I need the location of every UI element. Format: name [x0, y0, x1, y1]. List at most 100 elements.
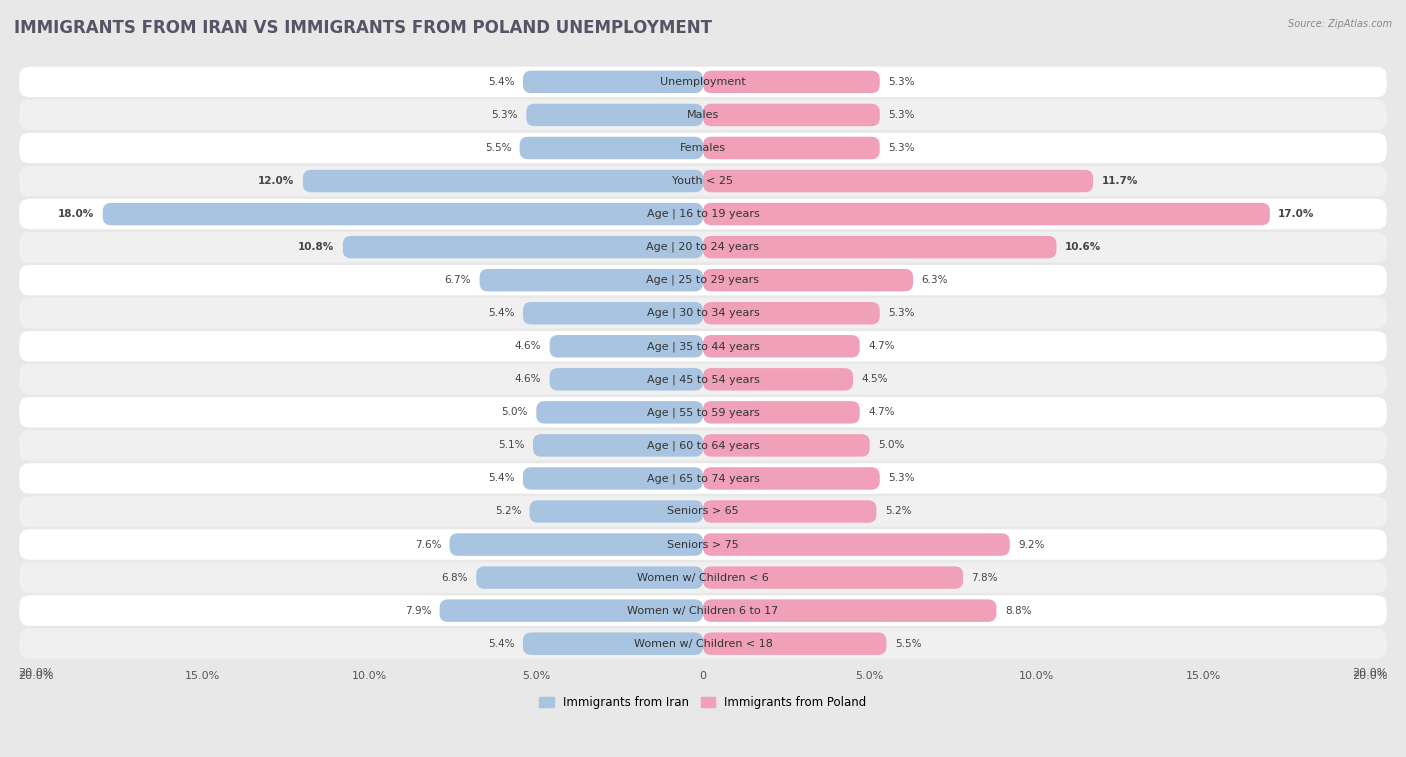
Text: Women w/ Children 6 to 17: Women w/ Children 6 to 17: [627, 606, 779, 615]
Text: 10.8%: 10.8%: [298, 242, 335, 252]
Text: 12.0%: 12.0%: [259, 176, 294, 186]
FancyBboxPatch shape: [703, 104, 880, 126]
FancyBboxPatch shape: [703, 600, 997, 621]
FancyBboxPatch shape: [20, 529, 1386, 559]
Text: 5.5%: 5.5%: [894, 639, 921, 649]
FancyBboxPatch shape: [20, 132, 1386, 164]
FancyBboxPatch shape: [703, 534, 1010, 556]
FancyBboxPatch shape: [20, 199, 1386, 229]
Text: 4.6%: 4.6%: [515, 374, 541, 385]
Text: 20.0%: 20.0%: [1353, 668, 1388, 678]
Text: 5.3%: 5.3%: [889, 473, 914, 484]
Text: 6.7%: 6.7%: [444, 276, 471, 285]
FancyBboxPatch shape: [20, 232, 1386, 263]
FancyBboxPatch shape: [550, 335, 703, 357]
Text: Age | 55 to 59 years: Age | 55 to 59 years: [647, 407, 759, 418]
Text: IMMIGRANTS FROM IRAN VS IMMIGRANTS FROM POLAND UNEMPLOYMENT: IMMIGRANTS FROM IRAN VS IMMIGRANTS FROM …: [14, 19, 711, 37]
FancyBboxPatch shape: [536, 401, 703, 424]
Text: 5.3%: 5.3%: [889, 308, 914, 318]
FancyBboxPatch shape: [523, 302, 703, 325]
FancyBboxPatch shape: [703, 500, 876, 523]
Text: Age | 65 to 74 years: Age | 65 to 74 years: [647, 473, 759, 484]
Text: 5.4%: 5.4%: [488, 639, 515, 649]
Text: 9.2%: 9.2%: [1018, 540, 1045, 550]
Text: 5.3%: 5.3%: [889, 110, 914, 120]
Text: 7.8%: 7.8%: [972, 572, 998, 583]
Text: Age | 35 to 44 years: Age | 35 to 44 years: [647, 341, 759, 351]
FancyBboxPatch shape: [20, 100, 1386, 130]
FancyBboxPatch shape: [703, 467, 880, 490]
Text: Age | 25 to 29 years: Age | 25 to 29 years: [647, 275, 759, 285]
FancyBboxPatch shape: [20, 596, 1386, 626]
FancyBboxPatch shape: [523, 467, 703, 490]
FancyBboxPatch shape: [302, 170, 703, 192]
Text: Males: Males: [688, 110, 718, 120]
FancyBboxPatch shape: [20, 298, 1386, 329]
FancyBboxPatch shape: [20, 265, 1386, 295]
FancyBboxPatch shape: [703, 401, 859, 424]
Text: 5.0%: 5.0%: [502, 407, 527, 417]
Text: 7.9%: 7.9%: [405, 606, 432, 615]
FancyBboxPatch shape: [520, 137, 703, 159]
Text: Age | 30 to 34 years: Age | 30 to 34 years: [647, 308, 759, 319]
Text: Seniors > 75: Seniors > 75: [666, 540, 740, 550]
FancyBboxPatch shape: [526, 104, 703, 126]
FancyBboxPatch shape: [703, 435, 870, 456]
Text: Age | 45 to 54 years: Age | 45 to 54 years: [647, 374, 759, 385]
Text: Age | 20 to 24 years: Age | 20 to 24 years: [647, 242, 759, 252]
Text: Source: ZipAtlas.com: Source: ZipAtlas.com: [1288, 19, 1392, 29]
FancyBboxPatch shape: [523, 70, 703, 93]
FancyBboxPatch shape: [533, 435, 703, 456]
FancyBboxPatch shape: [20, 463, 1386, 494]
FancyBboxPatch shape: [703, 269, 912, 291]
Text: 5.3%: 5.3%: [889, 77, 914, 87]
FancyBboxPatch shape: [20, 364, 1386, 394]
FancyBboxPatch shape: [440, 600, 703, 621]
Text: 6.3%: 6.3%: [921, 276, 948, 285]
Text: 11.7%: 11.7%: [1101, 176, 1137, 186]
FancyBboxPatch shape: [703, 170, 1092, 192]
Text: 4.6%: 4.6%: [515, 341, 541, 351]
FancyBboxPatch shape: [703, 236, 1056, 258]
FancyBboxPatch shape: [103, 203, 703, 226]
FancyBboxPatch shape: [450, 534, 703, 556]
Text: 5.5%: 5.5%: [485, 143, 512, 153]
FancyBboxPatch shape: [479, 269, 703, 291]
FancyBboxPatch shape: [530, 500, 703, 523]
FancyBboxPatch shape: [20, 497, 1386, 527]
FancyBboxPatch shape: [477, 566, 703, 589]
Text: Youth < 25: Youth < 25: [672, 176, 734, 186]
Text: Age | 16 to 19 years: Age | 16 to 19 years: [647, 209, 759, 220]
FancyBboxPatch shape: [703, 70, 880, 93]
FancyBboxPatch shape: [20, 562, 1386, 593]
Text: Unemployment: Unemployment: [661, 77, 745, 87]
FancyBboxPatch shape: [20, 430, 1386, 460]
FancyBboxPatch shape: [20, 331, 1386, 362]
Text: Women w/ Children < 6: Women w/ Children < 6: [637, 572, 769, 583]
FancyBboxPatch shape: [703, 632, 886, 655]
FancyBboxPatch shape: [703, 137, 880, 159]
Text: 5.4%: 5.4%: [488, 308, 515, 318]
Text: 4.7%: 4.7%: [868, 341, 894, 351]
Text: Age | 60 to 64 years: Age | 60 to 64 years: [647, 440, 759, 450]
Text: 7.6%: 7.6%: [415, 540, 441, 550]
Text: 5.4%: 5.4%: [488, 473, 515, 484]
Text: 5.4%: 5.4%: [488, 77, 515, 87]
Text: 4.7%: 4.7%: [868, 407, 894, 417]
Text: 5.2%: 5.2%: [495, 506, 522, 516]
FancyBboxPatch shape: [550, 368, 703, 391]
Text: 4.5%: 4.5%: [862, 374, 889, 385]
FancyBboxPatch shape: [20, 166, 1386, 196]
Legend: Immigrants from Iran, Immigrants from Poland: Immigrants from Iran, Immigrants from Po…: [534, 691, 872, 714]
FancyBboxPatch shape: [703, 368, 853, 391]
FancyBboxPatch shape: [703, 203, 1270, 226]
FancyBboxPatch shape: [343, 236, 703, 258]
Text: 17.0%: 17.0%: [1278, 209, 1315, 219]
Text: Females: Females: [681, 143, 725, 153]
Text: 8.8%: 8.8%: [1005, 606, 1031, 615]
Text: 6.8%: 6.8%: [441, 572, 468, 583]
Text: 5.3%: 5.3%: [492, 110, 517, 120]
Text: 5.2%: 5.2%: [884, 506, 911, 516]
FancyBboxPatch shape: [703, 335, 859, 357]
Text: 20.0%: 20.0%: [18, 668, 53, 678]
